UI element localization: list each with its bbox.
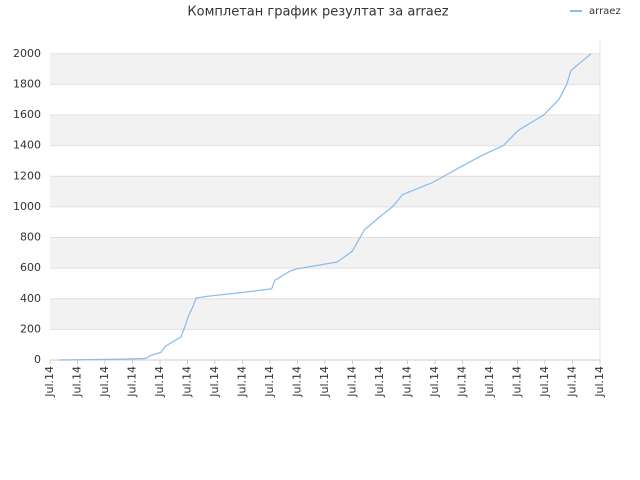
y-tick-label: 1600 — [13, 108, 41, 121]
grid-band — [50, 237, 600, 269]
x-tick-label: Jul.14 — [71, 366, 84, 398]
grid-band — [50, 176, 600, 207]
y-tick-label: 1400 — [13, 139, 41, 152]
y-tick-label: 400 — [20, 292, 41, 305]
y-tick-label: 200 — [20, 322, 41, 335]
y-tick-label: 0 — [34, 353, 41, 366]
y-tick-label: 1200 — [13, 169, 41, 182]
y-tick-label: 1000 — [13, 200, 41, 213]
chart-title: Комплетан график резултат за arraez — [187, 5, 448, 20]
x-tick-label: Jul.14 — [98, 366, 111, 398]
grid-band — [50, 298, 600, 330]
x-tick-label: Jul.14 — [566, 366, 579, 398]
x-tick-label: Jul.14 — [511, 366, 524, 398]
x-tick-label: Jul.14 — [318, 366, 331, 398]
x-tick-label: Jul.14 — [456, 366, 469, 398]
grid-band — [50, 53, 600, 85]
y-tick-label: 1800 — [13, 77, 41, 90]
plot-background — [50, 53, 600, 330]
x-tick-label: Jul.14 — [538, 366, 551, 398]
x-tick-label: Jul.14 — [428, 366, 441, 398]
data-line — [59, 53, 592, 361]
x-tick-label: Jul.14 — [263, 366, 276, 398]
x-tick-label: Jul.14 — [291, 366, 304, 398]
y-tick-label: 2000 — [13, 47, 41, 60]
x-tick-label: Jul.14 — [401, 366, 414, 398]
x-tick-label: Jul.14 — [236, 366, 249, 398]
x-tick-label: Jul.14 — [593, 366, 606, 398]
y-tick-label: 800 — [20, 231, 41, 244]
x-tick-label: Jul.14 — [483, 366, 496, 398]
x-tick-label: Jul.14 — [43, 366, 56, 398]
x-tick-label: Jul.14 — [208, 366, 221, 398]
x-tick-label: Jul.14 — [181, 366, 194, 398]
legend-label: arraez — [589, 6, 621, 17]
x-tick-label: Jul.14 — [346, 366, 359, 398]
y-tick-label: 600 — [20, 261, 41, 274]
x-tick-label: Jul.14 — [126, 366, 139, 398]
x-tick-label: Jul.14 — [153, 366, 166, 398]
x-tick-label: Jul.14 — [373, 366, 386, 398]
